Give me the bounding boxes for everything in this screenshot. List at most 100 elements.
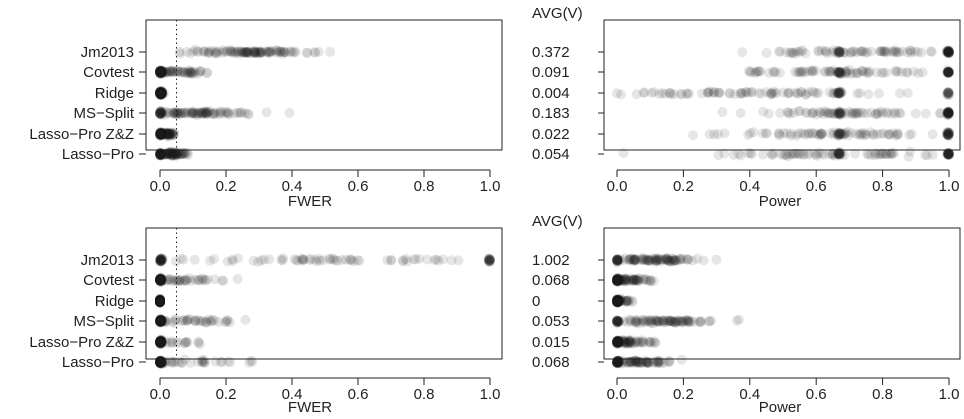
- data-point: [155, 147, 166, 158]
- data-point: [155, 87, 166, 98]
- data-point: [156, 274, 167, 285]
- data-point: [827, 88, 838, 99]
- data-point: [155, 130, 166, 141]
- data-point: [170, 109, 181, 120]
- data-point: [163, 67, 173, 78]
- data-point: [856, 128, 866, 139]
- data-point: [830, 108, 841, 119]
- data-point: [850, 148, 861, 159]
- data-point: [788, 107, 799, 118]
- data-point: [943, 46, 954, 57]
- data-point: [942, 108, 953, 119]
- data-point: [155, 88, 165, 99]
- data-point: [852, 67, 863, 78]
- data-point: [155, 88, 166, 99]
- data-point: [743, 87, 754, 98]
- data-point: [834, 149, 844, 160]
- data-point: [160, 148, 170, 159]
- data-point: [845, 68, 856, 79]
- data-point: [709, 129, 720, 140]
- data-point: [155, 65, 166, 76]
- data-point: [644, 336, 655, 347]
- data-point: [649, 87, 659, 97]
- data-point: [484, 254, 495, 265]
- data-point: [156, 66, 167, 77]
- data-point: [227, 256, 238, 267]
- data-point: [203, 107, 214, 117]
- data-point: [155, 274, 166, 285]
- data-point: [155, 256, 166, 266]
- data-point: [737, 87, 748, 98]
- data-point: [218, 107, 229, 118]
- data-point: [156, 254, 167, 265]
- data-point: [155, 129, 166, 139]
- data-point: [155, 108, 166, 119]
- data-point: [277, 48, 288, 59]
- data-point: [483, 253, 494, 264]
- data-point: [155, 148, 165, 159]
- data-point: [713, 129, 724, 140]
- data-point: [879, 46, 890, 57]
- data-point: [162, 67, 173, 77]
- data-point: [835, 149, 846, 160]
- data-point: [175, 109, 186, 120]
- data-point: [942, 66, 953, 77]
- data-point: [660, 88, 671, 99]
- data-point: [944, 67, 954, 78]
- data-point: [208, 45, 219, 56]
- data-point: [293, 255, 304, 266]
- data-point: [664, 356, 675, 367]
- x-tick-label: 1.0: [480, 386, 501, 403]
- data-point: [714, 87, 725, 98]
- data-point: [824, 87, 835, 98]
- data-point: [160, 129, 171, 140]
- data-point: [155, 274, 166, 285]
- data-point: [851, 128, 862, 139]
- data-point: [161, 149, 172, 160]
- data-point: [155, 130, 166, 140]
- data-point: [943, 67, 954, 78]
- data-point: [834, 66, 845, 77]
- data-point: [729, 89, 740, 100]
- data-point: [811, 109, 822, 120]
- plot-frame: [603, 19, 961, 151]
- data-point: [834, 108, 845, 119]
- data-point: [485, 254, 495, 265]
- data-point: [784, 108, 795, 119]
- data-point: [255, 47, 266, 58]
- data-point: [188, 46, 199, 57]
- data-point: [202, 274, 213, 285]
- data-point: [155, 89, 166, 100]
- data-point: [155, 87, 165, 98]
- data-point: [155, 67, 166, 78]
- data-point: [155, 296, 165, 307]
- data-point: [298, 254, 309, 265]
- data-point: [156, 106, 167, 117]
- data-point: [156, 88, 167, 99]
- data-point: [155, 88, 166, 99]
- data-point: [201, 106, 212, 117]
- data-point: [157, 65, 168, 76]
- data-point: [860, 129, 871, 140]
- data-point: [902, 67, 913, 78]
- data-point: [272, 48, 283, 58]
- data-point: [737, 47, 748, 58]
- data-point: [833, 48, 844, 59]
- data-point: [155, 275, 166, 286]
- data-point: [203, 107, 214, 118]
- data-point: [155, 295, 165, 306]
- data-point: [847, 109, 858, 120]
- data-point: [159, 88, 169, 99]
- x-tick-label: 0.8: [414, 178, 435, 195]
- data-point: [155, 254, 166, 265]
- data-point: [239, 47, 250, 58]
- data-point: [829, 88, 840, 99]
- data-point: [155, 274, 166, 285]
- data-point: [168, 127, 179, 138]
- data-point: [168, 129, 179, 140]
- data-point: [834, 86, 845, 97]
- data-point: [155, 67, 166, 77]
- data-point: [163, 128, 174, 139]
- data-point: [239, 47, 250, 58]
- data-point: [791, 46, 802, 57]
